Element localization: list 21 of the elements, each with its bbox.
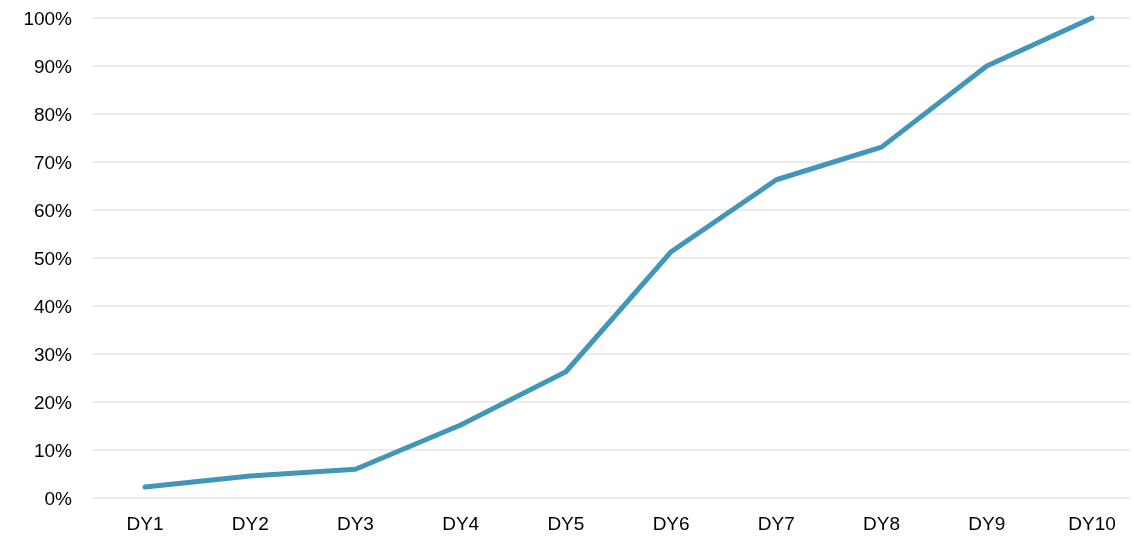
- x-tick-label: DY8: [863, 513, 901, 534]
- x-tick-label: DY2: [231, 513, 269, 534]
- y-tick-label: 80%: [33, 103, 73, 125]
- x-tick-label: DY9: [968, 513, 1006, 534]
- y-tick-label: 40%: [33, 295, 73, 317]
- y-tick-label: 60%: [33, 199, 73, 221]
- y-tick-label: 10%: [33, 439, 73, 461]
- x-tick-label: DY5: [547, 513, 585, 534]
- y-tick-label: 0%: [44, 487, 73, 509]
- x-tick-label: DY10: [1068, 513, 1116, 534]
- y-tick-label: 20%: [33, 391, 73, 413]
- x-tick-label: DY3: [336, 513, 374, 534]
- x-tick-label: DY4: [442, 513, 480, 534]
- x-tick-label: DY1: [126, 513, 164, 534]
- y-tick-label: 50%: [33, 247, 73, 269]
- y-tick-label: 70%: [33, 151, 73, 173]
- y-tick-label: 30%: [33, 343, 73, 365]
- y-tick-label: 100%: [23, 7, 73, 29]
- y-tick-label: 90%: [33, 55, 73, 77]
- x-tick-label: DY6: [652, 513, 690, 534]
- x-tick-label: DY7: [757, 513, 795, 534]
